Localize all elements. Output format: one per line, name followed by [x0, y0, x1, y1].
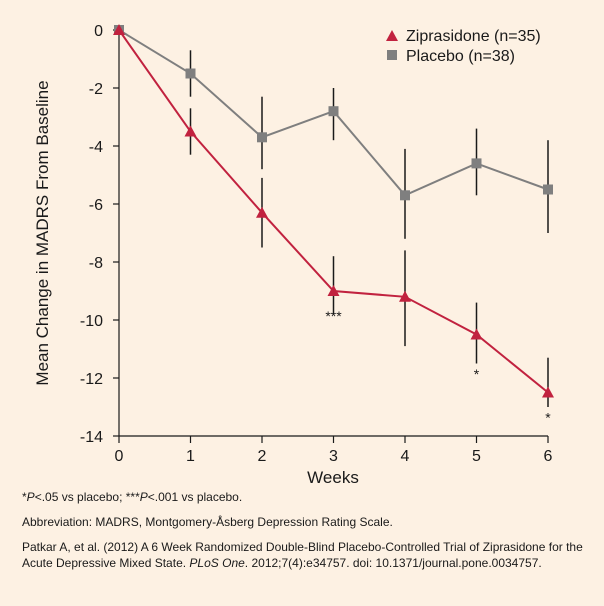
legend-label-ziprasidone: Ziprasidone (n=35): [406, 28, 541, 45]
data-point: [257, 132, 267, 142]
y-ticks: 0 -2 -4 -6 -8 -10 -12 -14: [80, 23, 119, 446]
x-tick-label: 2: [258, 448, 267, 465]
abbreviation-note: Abbreviation: MADRS, Montgomery-Åsberg D…: [22, 514, 592, 530]
significance-marker: *: [474, 366, 480, 382]
data-point: [471, 329, 483, 340]
y-tick-label: -12: [80, 371, 103, 388]
significance-marker: ***: [325, 308, 342, 324]
x-tick-label: 6: [544, 448, 553, 465]
series-ziprasidone: [113, 24, 554, 407]
x-axis-title: Weeks: [307, 468, 359, 487]
legend: Ziprasidone (n=35) Placebo (n=38): [386, 28, 541, 65]
x-tick-label: 5: [472, 448, 481, 465]
data-point: [472, 158, 482, 168]
x-tick-label: 4: [401, 448, 410, 465]
x-ticks: 0 1 2 3 4 5 6: [115, 436, 553, 465]
chart: 0 -2 -4 -6 -8 -10 -12 -14 0 1 2 3 4 5 6 Mean Change i…: [0, 0, 604, 500]
series-line: [119, 30, 548, 393]
legend-marker-placebo: [387, 50, 397, 60]
x-tick-label: 3: [329, 448, 338, 465]
citation: Patkar A, et al. (2012) A 6 Week Randomi…: [22, 539, 592, 571]
y-tick-label: -6: [89, 197, 103, 214]
data-point: [543, 185, 553, 195]
y-tick-label: -8: [89, 255, 103, 272]
data-point: [329, 106, 339, 116]
y-tick-label: -2: [89, 81, 103, 98]
y-tick-label: -10: [80, 313, 103, 330]
y-tick-label: 0: [94, 23, 103, 40]
legend-label-placebo: Placebo (n=38): [406, 48, 515, 65]
significance-marker: *: [545, 410, 551, 426]
x-tick-label: 0: [115, 448, 124, 465]
x-tick-label: 1: [186, 448, 195, 465]
data-point: [186, 69, 196, 79]
y-tick-label: -4: [89, 139, 103, 156]
data-point: [400, 190, 410, 200]
y-tick-label: -14: [80, 429, 103, 446]
footnotes: *P<.05 vs placebo; ***P<.001 vs placebo.…: [22, 489, 592, 580]
y-axis-title: Mean Change in MADRS From Baseline: [33, 80, 52, 385]
series-layer: [113, 24, 554, 407]
significance-note: *P<.05 vs placebo; ***P<.001 vs placebo.: [22, 489, 592, 505]
legend-marker-ziprasidone: [386, 30, 398, 41]
